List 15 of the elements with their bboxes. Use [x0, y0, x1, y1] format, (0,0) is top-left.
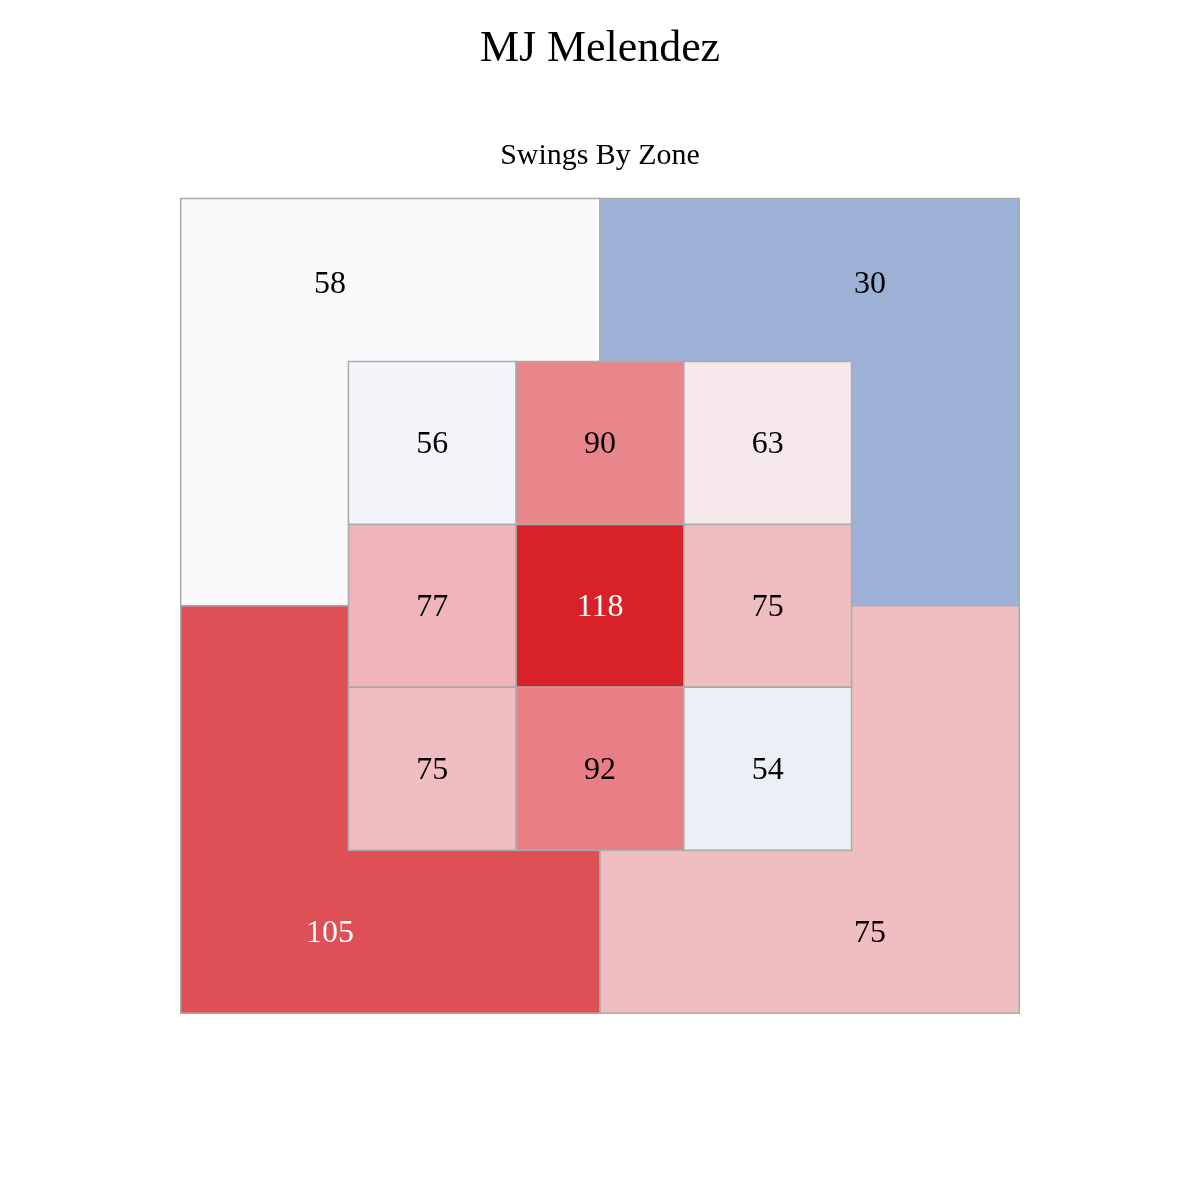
data-label: 75	[751, 587, 784, 623]
data-label: 75	[854, 913, 886, 949]
chart-title: MJ Melendez	[479, 22, 721, 72]
data-label: 56	[416, 424, 449, 460]
data-label: 77	[416, 587, 449, 623]
data-label: 92	[584, 750, 616, 786]
data-label: 30	[854, 265, 886, 301]
data-label: 90	[584, 424, 616, 460]
text: Swings By Zone	[500, 136, 700, 170]
data-label: 63	[751, 424, 784, 460]
data-label: 75	[416, 750, 449, 786]
data-label: 58	[314, 265, 346, 301]
data-label: 105	[306, 913, 354, 949]
data-label: 54	[751, 750, 784, 786]
data-label: 118	[576, 587, 624, 623]
